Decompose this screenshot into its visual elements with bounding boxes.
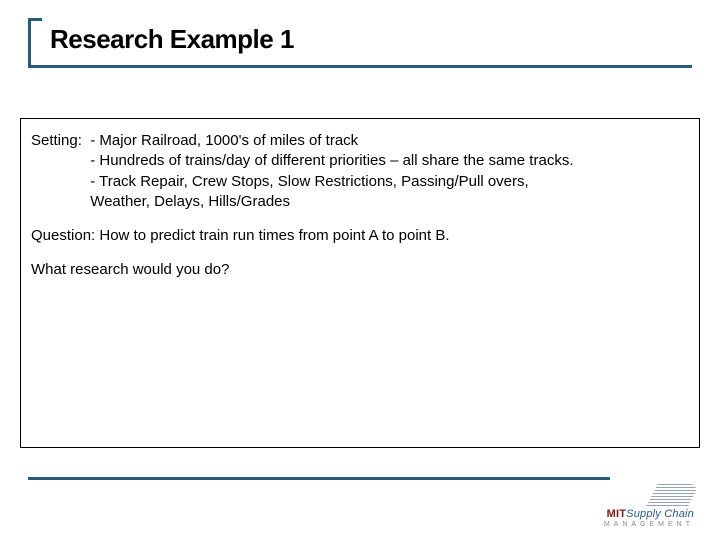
setting-bullet: - Track Repair, Crew Stops, Slow Restric…	[90, 172, 689, 192]
setting-bullet: - Hundreds of trains/day of different pr…	[90, 151, 689, 171]
logo-swoosh-icon	[646, 484, 700, 506]
content-box: Setting: - Major Railroad, 1000's of mil…	[20, 118, 700, 448]
footer-rule	[28, 477, 610, 480]
question-line: Question: How to predict train run times…	[31, 226, 689, 246]
title-bar: Research Example 1	[28, 20, 692, 68]
setting-label: Setting:	[31, 131, 90, 212]
mit-logo: MITSupply Chain MANAGEMENT	[564, 484, 694, 528]
slide-title: Research Example 1	[50, 24, 294, 55]
prompt-line: What research would you do?	[31, 260, 689, 280]
setting-block: Setting: - Major Railroad, 1000's of mil…	[31, 131, 689, 212]
setting-bullets: - Major Railroad, 1000's of miles of tra…	[90, 131, 689, 212]
logo-supplychain: Supply Chain	[626, 508, 694, 520]
logo-mit: MIT	[607, 508, 627, 520]
logo-text: MITSupply Chain	[564, 508, 694, 520]
setting-bullet: Weather, Delays, Hills/Grades	[90, 192, 689, 212]
logo-subtext: MANAGEMENT	[564, 521, 694, 528]
setting-bullet: - Major Railroad, 1000's of miles of tra…	[90, 131, 689, 151]
title-tab-accent	[28, 18, 42, 68]
